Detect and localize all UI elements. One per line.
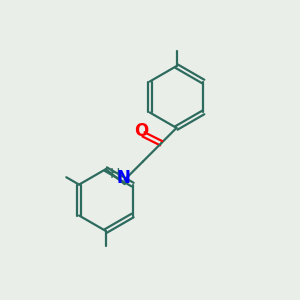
Text: O: O (134, 122, 148, 140)
Text: N: N (116, 169, 130, 187)
Text: H: H (109, 167, 120, 182)
